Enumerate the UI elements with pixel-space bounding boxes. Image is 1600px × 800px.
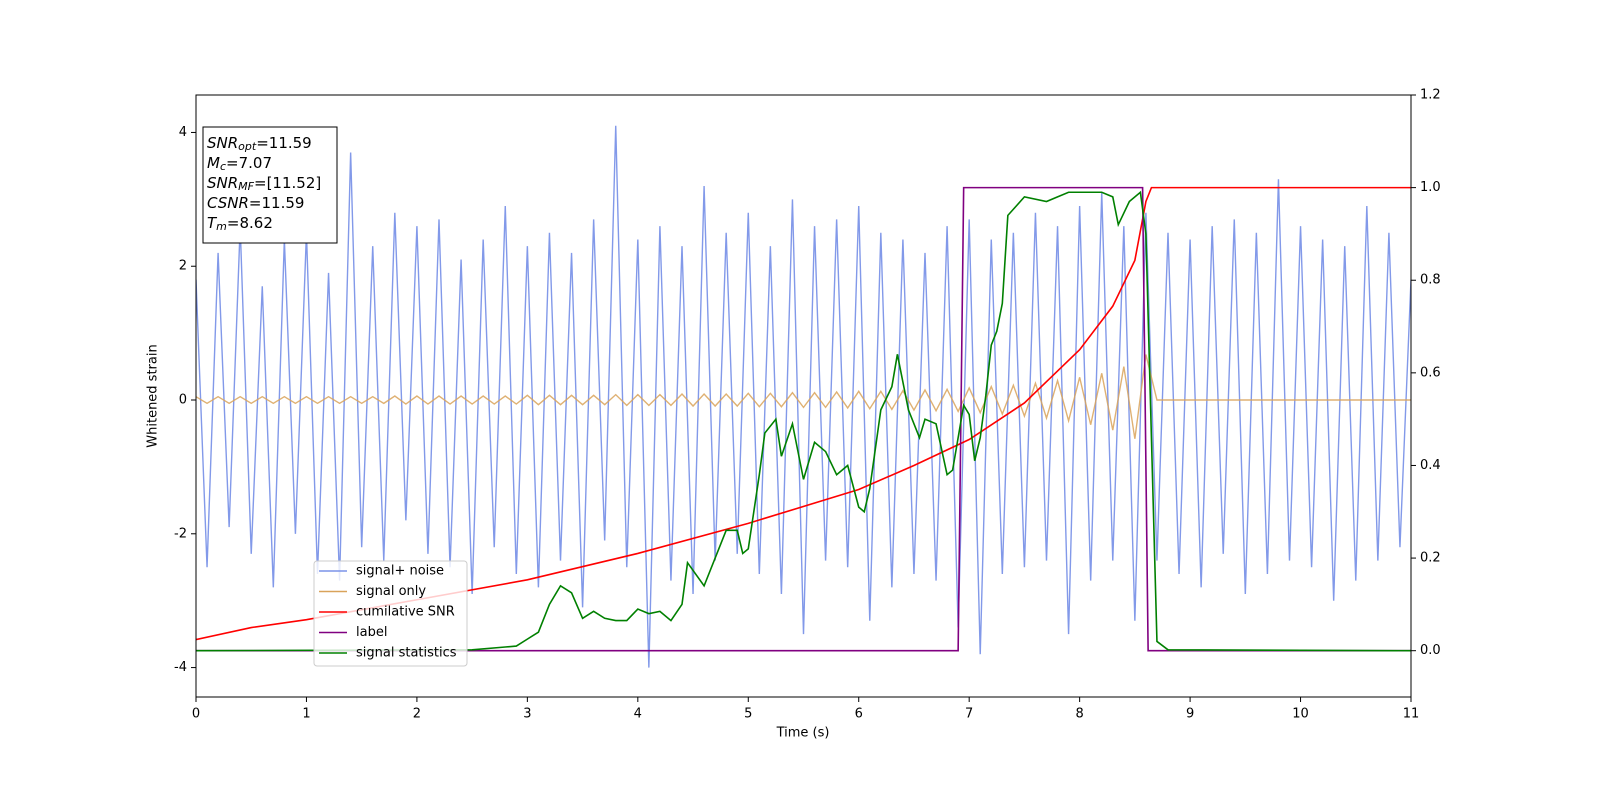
legend-label: signal+ noise [356, 564, 444, 579]
series-line [196, 354, 1411, 439]
annotation-name: SNR [207, 174, 238, 192]
x-tick-label: 6 [855, 707, 863, 722]
annotation-text: =7.07 [226, 154, 272, 172]
plot-frame [195, 94, 1412, 698]
x-tick-label: 0 [192, 707, 200, 722]
y-axis-label: Whitened strain [146, 344, 161, 447]
x-tick-label: 8 [1075, 707, 1083, 722]
annotation-sub: opt [238, 140, 257, 153]
x-tick-label: 11 [1403, 707, 1420, 722]
y2-tick-label: 1.2 [1420, 88, 1441, 103]
y-tick-label: 4 [179, 125, 187, 140]
annotation-text: =[11.52] [254, 174, 321, 192]
x-axis-label: Time (s) [776, 726, 830, 741]
x-tick-label: 4 [634, 707, 642, 722]
annotation-name: T [207, 214, 218, 232]
x-tick-label: 1 [302, 707, 310, 722]
annotation: Mc=7.07 [207, 154, 272, 174]
legend-label: label [356, 625, 387, 640]
x-tick-label: 9 [1186, 707, 1194, 722]
annotation-name: CSNR [207, 194, 249, 212]
annotation-box [202, 126, 338, 244]
series-line [196, 190, 1411, 652]
x-tick-label: 10 [1292, 707, 1309, 722]
annotation-text: =11.59 [249, 194, 305, 212]
annotation-sub: m [216, 220, 227, 233]
y2-tick-label: 0.0 [1420, 643, 1441, 658]
y-tick-label: -4 [174, 660, 187, 675]
x-tick-label: 2 [413, 707, 421, 722]
legend-label: signal statistics [356, 646, 457, 661]
y-tick-label: 2 [179, 259, 187, 274]
y-tick-label: -2 [174, 526, 187, 541]
y2-tick-label: 0.6 [1420, 365, 1441, 380]
legend-box [313, 560, 468, 667]
legend-label: cumilative SNR [356, 605, 455, 620]
annotation-sub: c [220, 160, 226, 173]
annotation-name: M [207, 154, 220, 172]
series-line [196, 125, 1411, 668]
x-tick-label: 3 [523, 707, 531, 722]
y-tick-label: 0 [179, 393, 187, 408]
series-line [196, 186, 1411, 652]
annotation: SNRopt=11.59 [207, 134, 312, 154]
y2-tick-label: 0.8 [1420, 273, 1441, 288]
x-tick-label: 5 [744, 707, 752, 722]
annotation: CSNR=11.59 [207, 194, 304, 212]
annotation-name: SNR [207, 134, 238, 152]
annotation: SNRMF=[11.52] [207, 174, 321, 194]
annotation-text: =11.59 [256, 134, 312, 152]
annotation-text: =8.62 [227, 214, 273, 232]
y2-tick-label: 0.4 [1420, 458, 1441, 473]
y2-tick-label: 1.0 [1420, 180, 1441, 195]
annotation: Tm=8.62 [207, 214, 273, 234]
y2-tick-label: 0.2 [1420, 551, 1441, 566]
annotation-sub: MF [238, 180, 254, 193]
legend-label: signal only [356, 584, 426, 599]
x-tick-label: 7 [965, 707, 973, 722]
